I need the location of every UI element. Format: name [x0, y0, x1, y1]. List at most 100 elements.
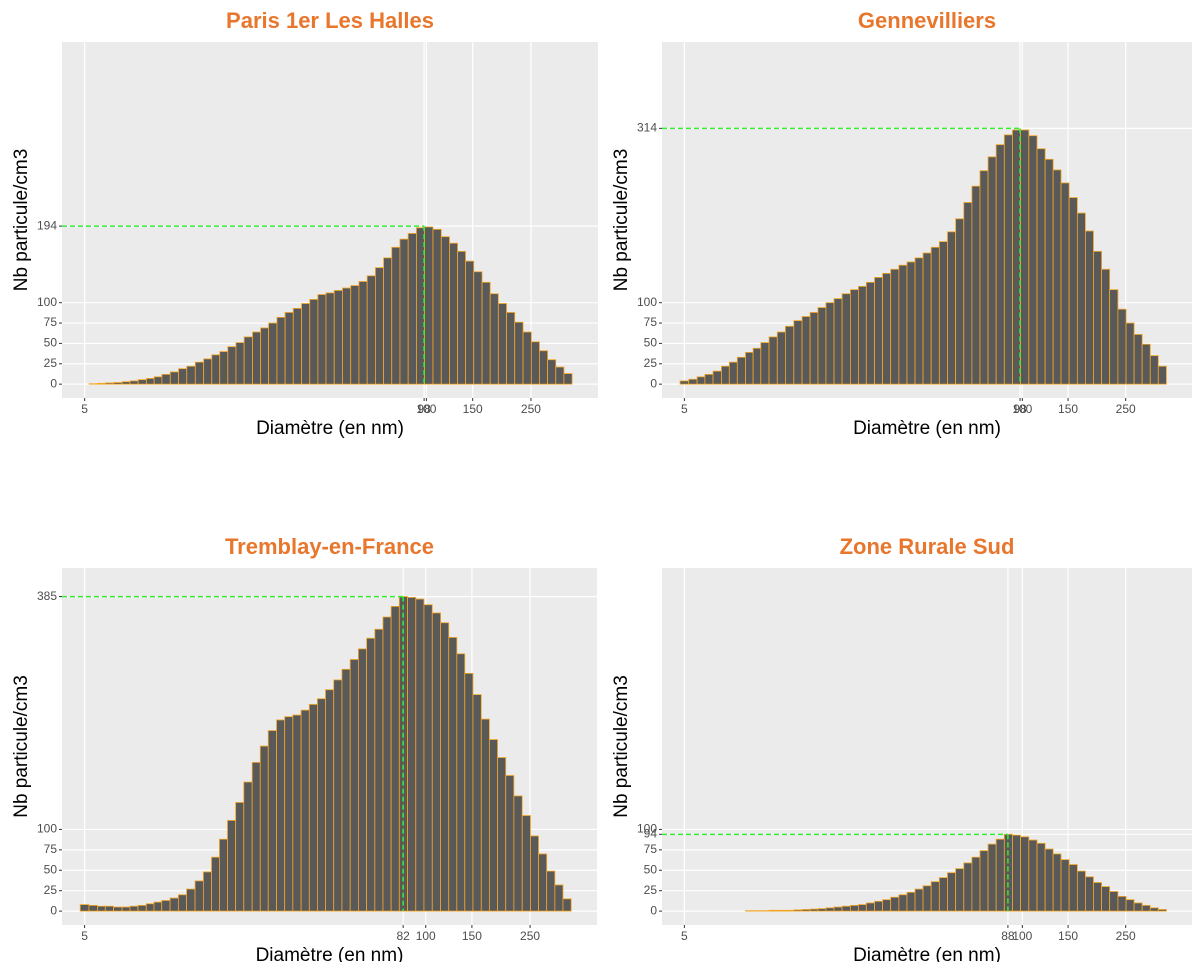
- bar: [1028, 135, 1038, 385]
- plot-background: [662, 568, 1192, 925]
- y-tick-label: 94: [644, 826, 658, 840]
- bar: [1133, 334, 1143, 385]
- bar: [423, 604, 433, 912]
- x-tick-label: 250: [521, 402, 541, 416]
- bar: [865, 902, 875, 912]
- bar: [375, 267, 384, 385]
- bar: [793, 320, 803, 385]
- bar: [203, 358, 213, 385]
- bar: [955, 218, 965, 385]
- bar: [1149, 907, 1159, 912]
- bar: [202, 871, 212, 912]
- y-tick-label: 0: [50, 376, 57, 390]
- bar: [995, 144, 1005, 385]
- bar: [301, 303, 311, 385]
- y-tick-label: 50: [644, 336, 658, 350]
- bar: [366, 275, 376, 385]
- bar: [276, 719, 286, 912]
- x-tick-label: 82: [396, 929, 410, 943]
- bar: [1084, 230, 1094, 385]
- bar: [963, 202, 973, 385]
- bar: [267, 730, 277, 912]
- bar: [530, 341, 540, 385]
- y-tick-label: 75: [44, 315, 58, 329]
- bar: [473, 271, 483, 385]
- y-tick-label: 50: [44, 336, 58, 350]
- chart-title: Zone Rurale Sud: [840, 534, 1015, 559]
- bar: [382, 616, 392, 912]
- bar: [979, 850, 989, 912]
- bar: [113, 382, 123, 385]
- bar: [1060, 182, 1070, 385]
- bar: [153, 376, 163, 385]
- bar: [801, 909, 811, 912]
- bar: [292, 714, 302, 912]
- bar: [995, 838, 1005, 912]
- bar: [555, 366, 565, 385]
- bar: [300, 709, 310, 912]
- bar: [514, 321, 524, 385]
- bar: [497, 757, 507, 912]
- bar: [104, 905, 114, 912]
- bar: [1141, 343, 1151, 385]
- x-tick-label: 5: [681, 929, 688, 943]
- bar: [890, 896, 900, 912]
- bar: [1003, 134, 1013, 385]
- bar: [906, 891, 916, 912]
- bar: [1052, 169, 1062, 385]
- bar: [914, 888, 924, 912]
- y-tick-label: 0: [650, 903, 657, 917]
- bar: [1068, 197, 1078, 385]
- bar: [113, 906, 123, 912]
- bar: [407, 597, 417, 912]
- bar: [1093, 250, 1102, 385]
- bar: [979, 170, 989, 385]
- x-axis-label: Diamètre (en nm): [256, 945, 404, 962]
- bar: [938, 877, 948, 912]
- bar: [489, 293, 499, 385]
- bar: [341, 668, 351, 912]
- bar: [930, 881, 940, 912]
- x-tick-label: 100: [416, 929, 436, 943]
- bar: [1157, 365, 1167, 385]
- bar: [817, 908, 827, 912]
- bar: [850, 289, 859, 385]
- bar: [317, 698, 326, 912]
- bar: [1044, 848, 1054, 912]
- x-tick-label: 250: [520, 929, 540, 943]
- bar: [1012, 834, 1021, 912]
- bar: [251, 762, 261, 912]
- bar: [1028, 839, 1038, 912]
- x-tick-label: 5: [81, 929, 88, 943]
- bar: [358, 648, 368, 912]
- x-tick-label: 5: [681, 402, 688, 416]
- bar: [211, 856, 220, 912]
- bar: [457, 250, 466, 385]
- bar: [1117, 308, 1127, 385]
- bar: [1076, 870, 1086, 912]
- bar: [1109, 289, 1119, 385]
- bar: [841, 905, 851, 912]
- bar: [252, 331, 262, 385]
- y-tick-label: 314: [637, 121, 657, 135]
- bar: [268, 322, 278, 385]
- y-tick-label: 100: [637, 822, 657, 836]
- x-tick-label: 98: [417, 402, 431, 416]
- bar: [858, 904, 867, 912]
- bar: [374, 628, 384, 912]
- bar: [161, 373, 171, 385]
- bar: [104, 382, 115, 385]
- bar: [390, 605, 400, 912]
- bar: [448, 637, 458, 912]
- bar: [521, 815, 531, 912]
- bar: [522, 331, 532, 385]
- bar: [259, 745, 269, 912]
- bar: [987, 843, 997, 912]
- bar: [1093, 882, 1102, 912]
- bar: [464, 672, 474, 912]
- bar: [833, 298, 843, 385]
- bar: [841, 293, 851, 385]
- bar: [506, 312, 516, 385]
- y-tick-label: 50: [644, 862, 658, 876]
